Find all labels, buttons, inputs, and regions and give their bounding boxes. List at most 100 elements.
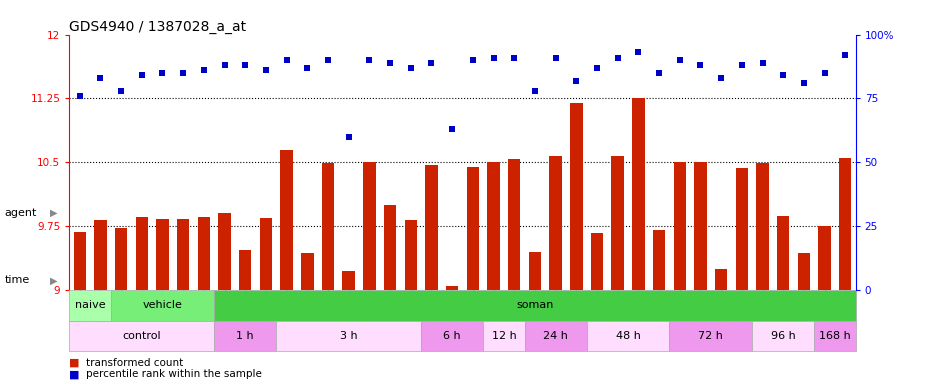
Point <box>279 57 294 63</box>
Point <box>300 65 314 71</box>
Bar <box>508 159 521 290</box>
Point <box>465 57 480 63</box>
Bar <box>156 218 168 290</box>
Point <box>631 50 646 56</box>
Text: naive: naive <box>75 300 105 310</box>
Point <box>527 88 542 94</box>
Bar <box>136 217 148 290</box>
Text: ▶: ▶ <box>50 275 57 285</box>
Bar <box>198 217 210 290</box>
Text: transformed count: transformed count <box>86 358 183 368</box>
Bar <box>757 163 769 290</box>
Point <box>755 60 770 66</box>
Point <box>693 62 708 68</box>
Point <box>569 78 584 84</box>
Text: 6 h: 6 h <box>443 331 461 341</box>
Bar <box>115 228 128 290</box>
Bar <box>735 168 748 290</box>
Bar <box>69 321 215 351</box>
Bar <box>384 205 396 290</box>
Point <box>487 55 501 61</box>
Point <box>507 55 522 61</box>
Point <box>217 62 232 68</box>
Bar <box>487 162 500 290</box>
Point <box>321 57 336 63</box>
Text: soman: soman <box>516 300 553 310</box>
Point <box>651 70 666 76</box>
Text: vehicle: vehicle <box>142 300 182 310</box>
Bar <box>177 218 190 290</box>
Bar <box>215 290 856 321</box>
Point <box>776 72 791 78</box>
Point <box>258 67 274 73</box>
Point <box>134 72 149 78</box>
Bar <box>632 98 645 290</box>
Text: 1 h: 1 h <box>237 331 254 341</box>
Bar <box>483 321 524 351</box>
Text: time: time <box>5 275 30 285</box>
Bar <box>111 290 215 321</box>
Point <box>549 55 563 61</box>
Bar <box>446 286 459 290</box>
Bar <box>466 167 479 290</box>
Bar <box>302 253 314 290</box>
Point <box>445 126 460 132</box>
Text: ■: ■ <box>69 358 80 368</box>
Bar <box>218 214 230 290</box>
Point <box>362 57 376 63</box>
Bar <box>342 271 355 290</box>
Point <box>838 52 853 58</box>
Point <box>424 60 438 66</box>
Text: 3 h: 3 h <box>339 331 358 341</box>
Bar <box>611 156 623 290</box>
Point <box>72 93 87 99</box>
Bar <box>69 290 111 321</box>
Point <box>93 75 108 81</box>
Text: 12 h: 12 h <box>491 331 516 341</box>
Bar <box>777 216 789 290</box>
Bar <box>280 149 293 290</box>
Bar <box>715 269 727 290</box>
Point <box>714 75 729 81</box>
Point <box>176 70 191 76</box>
Bar <box>94 220 106 290</box>
Bar <box>404 220 417 290</box>
Bar <box>819 226 831 290</box>
Bar <box>839 158 852 290</box>
Text: agent: agent <box>5 208 37 218</box>
Bar <box>239 250 252 290</box>
Bar <box>421 321 483 351</box>
Text: 72 h: 72 h <box>698 331 723 341</box>
Bar <box>549 156 561 290</box>
Bar <box>260 218 272 290</box>
Point <box>672 57 687 63</box>
Point <box>403 65 418 71</box>
Text: ▶: ▶ <box>50 208 57 218</box>
Bar <box>322 163 334 290</box>
Bar <box>426 165 438 290</box>
Bar <box>524 321 586 351</box>
Bar <box>73 232 86 290</box>
Text: ■: ■ <box>69 369 80 379</box>
Bar <box>591 233 603 290</box>
Point <box>383 60 398 66</box>
Bar <box>797 253 810 290</box>
Bar <box>529 252 541 290</box>
Point <box>341 134 356 140</box>
Point <box>196 67 211 73</box>
Text: control: control <box>122 331 161 341</box>
Bar <box>364 162 376 290</box>
Text: GDS4940 / 1387028_a_at: GDS4940 / 1387028_a_at <box>69 20 246 33</box>
Point <box>155 70 170 76</box>
Bar <box>695 162 707 290</box>
Bar <box>814 321 856 351</box>
Bar <box>570 103 583 290</box>
Bar <box>215 321 277 351</box>
Bar <box>653 230 665 290</box>
Text: 24 h: 24 h <box>543 331 568 341</box>
Bar <box>673 162 686 290</box>
Text: 48 h: 48 h <box>616 331 640 341</box>
Point <box>610 55 625 61</box>
Point <box>238 62 253 68</box>
Bar <box>277 321 421 351</box>
